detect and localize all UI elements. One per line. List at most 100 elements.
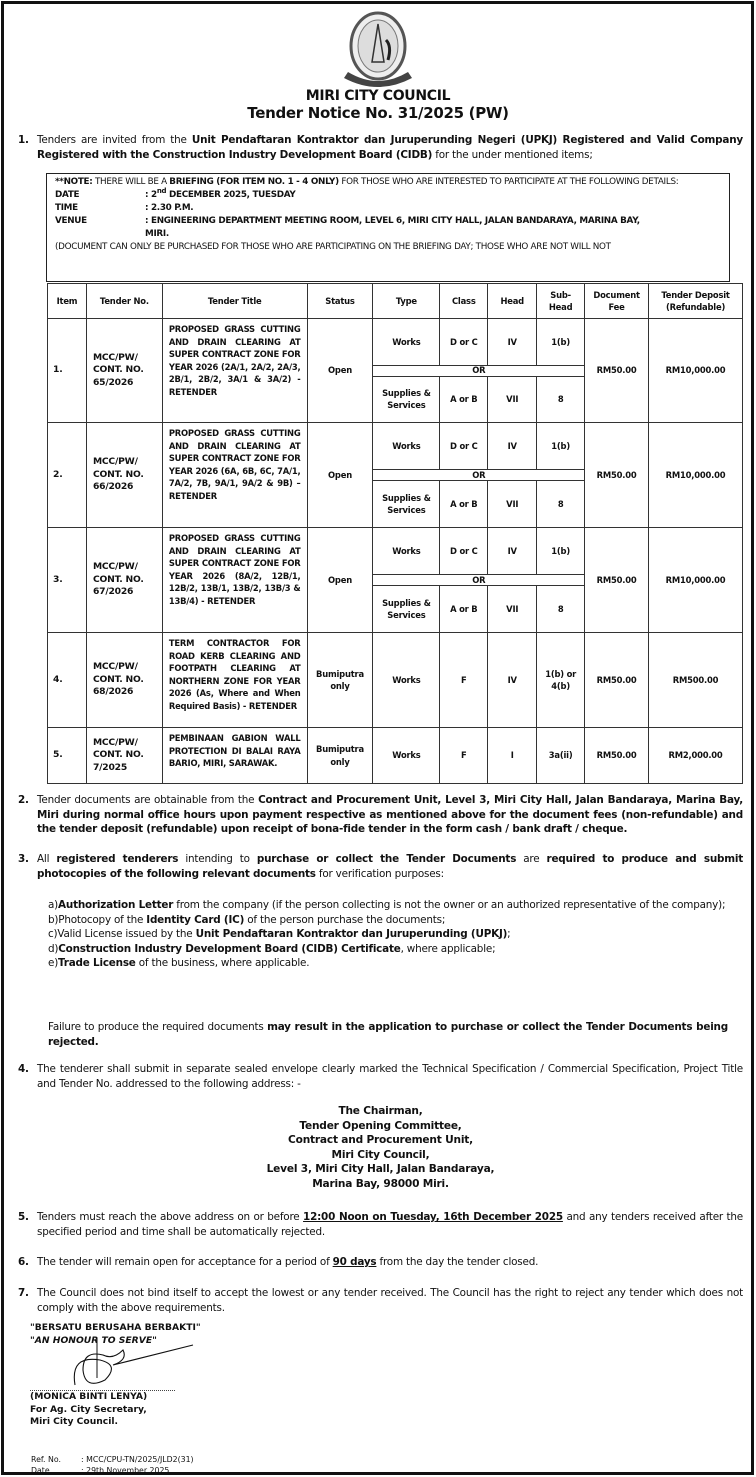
paragraph-number: 2. <box>18 794 29 806</box>
venue-value: : ENGINEERING DEPARTMENT MEETING ROOM, L… <box>145 216 640 239</box>
option-class: D or C <box>439 422 489 470</box>
date-value: : 2nd DECEMBER 2025, TUESDAY <box>145 187 296 200</box>
text-segment: are <box>516 853 547 865</box>
text-segment: of the business, where applicable. <box>135 957 310 969</box>
address-line: Marina Bay, 98000 Miri. <box>312 1177 449 1190</box>
text-segment: from the company (if the person collecti… <box>173 899 726 911</box>
option-class: A or B <box>439 480 489 528</box>
status: Bumiputra only <box>306 727 374 784</box>
paragraph-4: 4. The tenderer shall submit in separate … <box>18 1062 743 1091</box>
option-type: Works <box>372 632 441 728</box>
text-segment: Photocopy of the <box>58 913 147 926</box>
list-text: Trade License of the business, where app… <box>58 957 309 969</box>
option-class: D or C <box>439 318 489 366</box>
list-text: Authorization Letter from the company (i… <box>58 899 725 911</box>
column-header: Status <box>306 283 374 319</box>
item-number: 3. <box>47 527 87 633</box>
status: Bumiputra only <box>306 632 374 728</box>
item-number: 4. <box>47 632 87 728</box>
tender-number: MCC/PW/ CONT. NO. 68/2026 <box>85 632 163 728</box>
list-item: a)Authorization Letter from the company … <box>48 898 728 913</box>
option-subhead: 8 <box>536 585 586 633</box>
item-number: 2. <box>47 422 87 528</box>
date-label: DATE <box>55 190 80 200</box>
signatory-title: For Ag. City Secretary, <box>30 1403 147 1415</box>
column-header: Tender No. <box>85 283 163 319</box>
text-segment: Identity Card (IC) <box>146 913 245 926</box>
time-label: TIME <box>55 203 78 213</box>
document-fee: RM50.00 <box>584 727 650 784</box>
text-segment: , where applicable; <box>400 942 496 955</box>
text-segment: from the day the tender closed. <box>376 1256 539 1268</box>
note-footer: (DOCUMENT CAN ONLY BE PURCHASED FOR THOS… <box>55 242 611 252</box>
signature-line <box>30 1349 175 1391</box>
option-subhead: 1(b) <box>536 318 586 366</box>
text-segment: ; <box>507 928 511 940</box>
option-head: VII <box>487 480 538 528</box>
item-number: 5. <box>47 727 87 784</box>
address-line: Tender Opening Committee, <box>299 1119 462 1132</box>
table-row: 5. MCC/PW/ CONT. NO. 7/2025 PEMBINAAN GABI… <box>47 727 743 784</box>
address-line: Miri City Council, <box>331 1148 430 1161</box>
list-text: Photocopy of the Identity Card (IC) of t… <box>58 914 445 926</box>
paragraph-number: 6. <box>18 1256 29 1268</box>
option-class: F <box>439 727 489 784</box>
list-text: Construction Industry Development Board … <box>58 943 495 955</box>
text-segment: Valid License issued by the <box>57 928 196 940</box>
text-segment: for verification purposes: <box>315 867 444 880</box>
text-segment: Tenders are invited from the <box>37 134 192 146</box>
tender-number: MCC/PW/ CONT. NO. 7/2025 <box>85 727 163 784</box>
text-segment: All <box>37 853 57 865</box>
option-class: A or B <box>439 585 489 633</box>
option-subhead: 3a(ii) <box>536 727 586 784</box>
list-item: b)Photocopy of the Identity Card (IC) of… <box>48 913 728 928</box>
list-item: d)Construction Industry Development Boar… <box>48 942 728 957</box>
note-text-2: FOR THOSE WHO ARE INTERESTED TO PARTICIP… <box>338 177 679 187</box>
paragraph-7: 7. The Council does not bind itself to ac… <box>18 1286 743 1315</box>
text-segment: Unit Pendaftaran Kontraktor dan Juruperu… <box>195 928 508 940</box>
column-header: Tender Deposit (Refundable) <box>648 283 743 319</box>
option-type: Works <box>372 422 441 470</box>
time-value: : 2.30 P.M. <box>145 203 194 213</box>
tender-deposit: RM10,000.00 <box>648 422 743 528</box>
option-head: IV <box>487 632 538 728</box>
venue-label: VENUE <box>55 216 87 226</box>
failure-note: Failure to produce the required document… <box>48 1020 728 1049</box>
column-header: Item <box>47 283 87 319</box>
or-label: OR <box>372 469 586 481</box>
text-segment: of the person purchase the documents; <box>244 913 446 926</box>
miri-city-council-logo <box>344 11 412 87</box>
document-fee: RM50.00 <box>584 632 650 728</box>
note-briefing: BRIEFING (FOR ITEM NO. 1 - 4 ONLY) <box>169 177 339 187</box>
paragraph-body: The tender will remain open for acceptan… <box>37 1255 743 1270</box>
table-row: 1. MCC/PW/ CONT. NO. 65/2026 PROPOSED GRAS… <box>47 318 743 423</box>
document-fee: RM50.00 <box>584 527 650 633</box>
column-header: Tender Title <box>161 283 308 319</box>
option-subhead: 1(b) or 4(b) <box>536 632 586 728</box>
paragraph-body: Tenders are invited from the Unit Pendaf… <box>37 133 743 162</box>
tender-title: PROPOSED GRASS CUTTING AND DRAIN CLEARIN… <box>161 527 308 633</box>
status: Open <box>306 422 374 528</box>
org-title: MIRI CITY COUNCIL <box>305 88 451 104</box>
status: Open <box>306 318 374 423</box>
paragraph-number: 7. <box>18 1287 29 1299</box>
table-row: 3. MCC/PW/ CONT. NO. 67/2026 PROPOSED GRAS… <box>47 527 743 633</box>
paragraph-body: All registered tenderers intending to pu… <box>37 852 743 881</box>
or-label: OR <box>372 574 586 586</box>
option-type: Works <box>372 727 441 784</box>
tender-number: MCC/PW/ CONT. NO. 67/2026 <box>85 527 163 633</box>
address-line: Contract and Procurement Unit, <box>288 1134 473 1146</box>
text-segment: Tenders must reach the above address on … <box>37 1211 304 1223</box>
column-header: Head <box>487 283 538 319</box>
signatory-name: (MONICA BINTI LENYA) <box>30 1391 148 1402</box>
text-segment: The tender will remain open for acceptan… <box>37 1256 333 1268</box>
address-line: Level 3, Miri City Hall, Jalan Bandaraya… <box>266 1163 495 1175</box>
paragraph-1: 1. Tenders are invited from the Unit Pend… <box>18 133 743 162</box>
option-class: D or C <box>439 527 489 575</box>
date-value: : 29th November 2025 <box>81 1466 170 1475</box>
list-item: e)Trade License of the business, where a… <box>48 956 728 971</box>
text-segment: intending to <box>178 853 257 865</box>
tender-title: TERM CONTRACTOR FOR ROAD KERB CLEARING A… <box>161 632 308 728</box>
paragraph-number: 4. <box>18 1063 29 1075</box>
